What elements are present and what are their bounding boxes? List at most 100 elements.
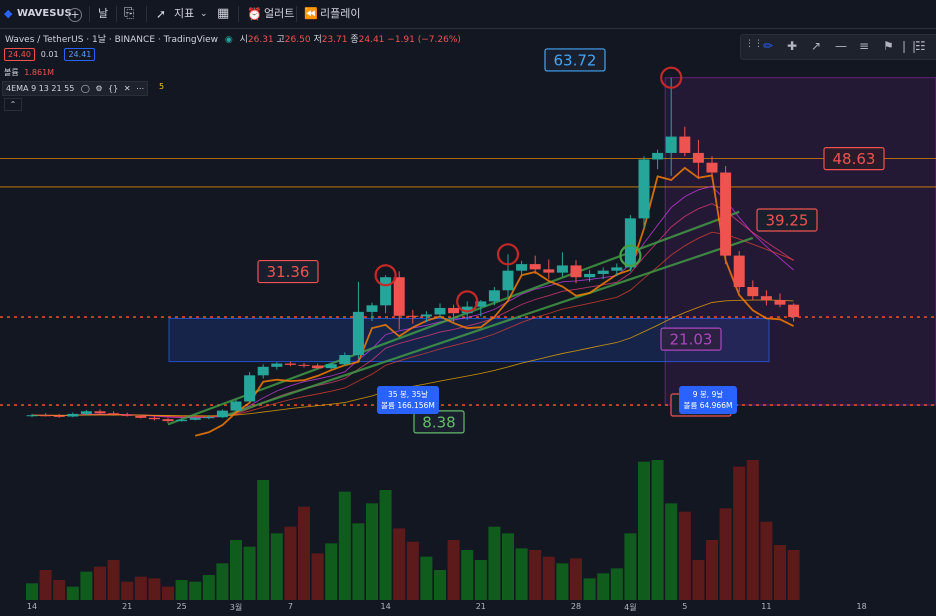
fib-retracement-icon[interactable]: ≡ [859,39,870,53]
marker-circle[interactable] [456,290,479,313]
ask-price-box[interactable]: 24.41 [64,48,96,61]
candle-body[interactable] [298,364,310,366]
replay-button[interactable]: 리플레이 [320,7,361,20]
candle-body[interactable] [244,375,256,402]
candle-body[interactable] [230,401,242,411]
candle-body[interactable] [80,411,92,414]
candle-body[interactable] [665,136,677,153]
candle-body[interactable] [516,264,528,271]
candle-body[interactable] [40,415,52,417]
ema-indicator-row[interactable]: 4EMA 9 13 21 55 ◯ ⚙ {} ✕ ⋯ [2,81,149,96]
price-label-box[interactable] [660,327,722,351]
candle-body[interactable] [788,304,800,318]
settings-icon[interactable]: ⚙ [95,84,103,93]
candle-body[interactable] [611,267,623,271]
candle-body[interactable] [53,415,65,417]
collapse-legend-button[interactable]: ⌃ [4,98,22,111]
candle-body[interactable] [652,152,664,160]
drag-handle-icon[interactable]: ⋮⋮ [745,39,763,49]
candle-body[interactable] [570,265,582,278]
candle-body[interactable] [176,419,188,422]
candle-body[interactable] [257,366,269,376]
crosshair-icon[interactable]: ✚ [787,39,798,53]
marker-circle[interactable] [660,66,683,89]
candle-body[interactable] [94,411,106,414]
candle-body[interactable] [448,307,460,314]
indicators-button[interactable]: 지표 [174,7,195,20]
indicators-icon[interactable]: ➚ [156,7,167,21]
candle-body[interactable] [135,415,147,418]
alarm-icon[interactable]: ⏰ [247,7,262,21]
candle-body[interactable] [747,287,759,297]
candle-body[interactable] [706,162,718,173]
candle-body[interactable] [108,413,120,415]
candle-body[interactable] [434,307,446,315]
candle-body[interactable] [556,265,568,273]
candle-body[interactable] [597,270,609,274]
candle-body[interactable] [543,269,555,273]
brush-curve[interactable] [194,166,795,437]
candle-body[interactable] [203,417,215,419]
trend-line-icon[interactable]: ↗ [811,39,822,53]
bid-price-box[interactable]: 24.40 [4,48,35,61]
marker-circle[interactable] [374,264,397,287]
interval-button[interactable]: 날 [98,7,109,20]
candle-body[interactable] [692,152,704,163]
candle-body[interactable] [733,255,745,288]
candle-body[interactable] [162,419,174,422]
price-label-box[interactable] [756,208,818,232]
candle-body[interactable] [679,136,691,153]
candle-body[interactable] [461,306,473,314]
candle-body[interactable] [339,355,351,365]
candle-body[interactable] [380,277,392,306]
price-label-box[interactable] [823,147,885,171]
measure-tooltip[interactable] [377,386,439,414]
horizontal-ray-icon[interactable]: — [835,39,847,53]
close-icon[interactable]: ✕ [123,84,131,93]
candle-body[interactable] [624,218,636,268]
candle-body[interactable] [774,300,786,305]
compare-add-button[interactable]: + [68,8,82,22]
trend-line-lower[interactable] [222,236,754,418]
candle-body[interactable] [271,363,283,367]
candle-body[interactable] [529,264,541,270]
marker-circle[interactable] [619,244,642,267]
candle-body[interactable] [216,410,228,418]
brush-icon[interactable]: ✏ [763,39,774,53]
candle-body[interactable] [284,363,296,365]
candle-style-icon[interactable]: ⎘ [124,6,135,21]
candle-body[interactable] [393,277,405,316]
measure-tooltip[interactable] [679,386,737,414]
candle-body[interactable] [148,417,160,420]
replay-icon[interactable]: ⏪ [304,7,318,20]
symbol-search-button[interactable]: WAVESUS [17,8,72,19]
candle-body[interactable] [67,413,79,417]
candle-body[interactable] [121,414,133,416]
more-icon[interactable]: ⋯ [136,84,145,93]
candle-body[interactable] [26,415,38,417]
source-code-icon[interactable]: {} [108,84,119,93]
candle-body[interactable] [352,311,364,356]
marker-circle[interactable] [496,243,520,266]
candle-body[interactable] [502,270,514,291]
long-position-icon[interactable]: ⚑ [883,39,894,53]
ruler-icon[interactable]: ❘❘ [899,39,920,53]
candle-body[interactable] [366,305,378,312]
time-axis[interactable]: 14 21 25 3월 7 14 21 28 4월 5 11 18 [0,600,936,616]
bars-pattern-icon[interactable]: ☷ [915,39,926,53]
eye-icon[interactable]: ◯ [80,84,90,93]
alert-button[interactable]: 얼러트 [264,7,295,20]
candle-body[interactable] [325,364,337,369]
candle-body[interactable] [420,314,432,317]
candle-body[interactable] [638,159,650,219]
candle-body[interactable] [189,417,201,420]
price-label-box[interactable] [257,259,319,284]
price-label-box[interactable] [544,48,606,72]
candle-body[interactable] [312,365,324,369]
candle-body[interactable] [760,296,772,301]
chevron-down-icon[interactable]: ⌄ [200,9,208,19]
candle-body[interactable] [720,172,732,256]
candle-body[interactable] [584,273,596,278]
